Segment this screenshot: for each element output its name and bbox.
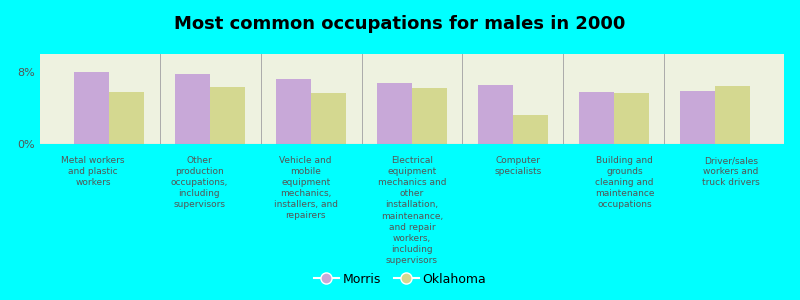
Bar xyxy=(513,115,548,144)
Text: Metal workers
and plastic
workers: Metal workers and plastic workers xyxy=(62,156,125,187)
Text: Electrical
equipment
mechanics and
other
installation,
maintenance,
and repair
w: Electrical equipment mechanics and other… xyxy=(378,156,446,265)
Text: Building and
grounds
cleaning and
maintenance
occupations: Building and grounds cleaning and mainte… xyxy=(595,156,654,209)
Text: Driver/sales
workers and
truck drivers: Driver/sales workers and truck drivers xyxy=(702,156,760,187)
Text: Vehicle and
mobile
equipment
mechanics,
installers, and
repairers: Vehicle and mobile equipment mechanics, … xyxy=(274,156,338,220)
Bar xyxy=(478,85,513,144)
Text: Other
production
occupations,
including
supervisors: Other production occupations, including … xyxy=(170,156,228,209)
Text: Most common occupations for males in 2000: Most common occupations for males in 200… xyxy=(174,15,626,33)
Bar xyxy=(109,92,145,144)
Bar xyxy=(74,72,109,144)
Bar xyxy=(311,93,346,144)
Bar xyxy=(412,88,447,144)
Text: Computer
specialists: Computer specialists xyxy=(494,156,542,176)
Bar xyxy=(174,74,210,144)
Bar xyxy=(715,86,750,144)
Bar xyxy=(614,93,650,144)
Bar xyxy=(578,92,614,144)
Legend: Morris, Oklahoma: Morris, Oklahoma xyxy=(309,268,491,291)
Bar xyxy=(679,91,715,144)
Bar xyxy=(210,87,246,144)
Bar xyxy=(377,83,412,144)
Bar xyxy=(276,79,311,144)
